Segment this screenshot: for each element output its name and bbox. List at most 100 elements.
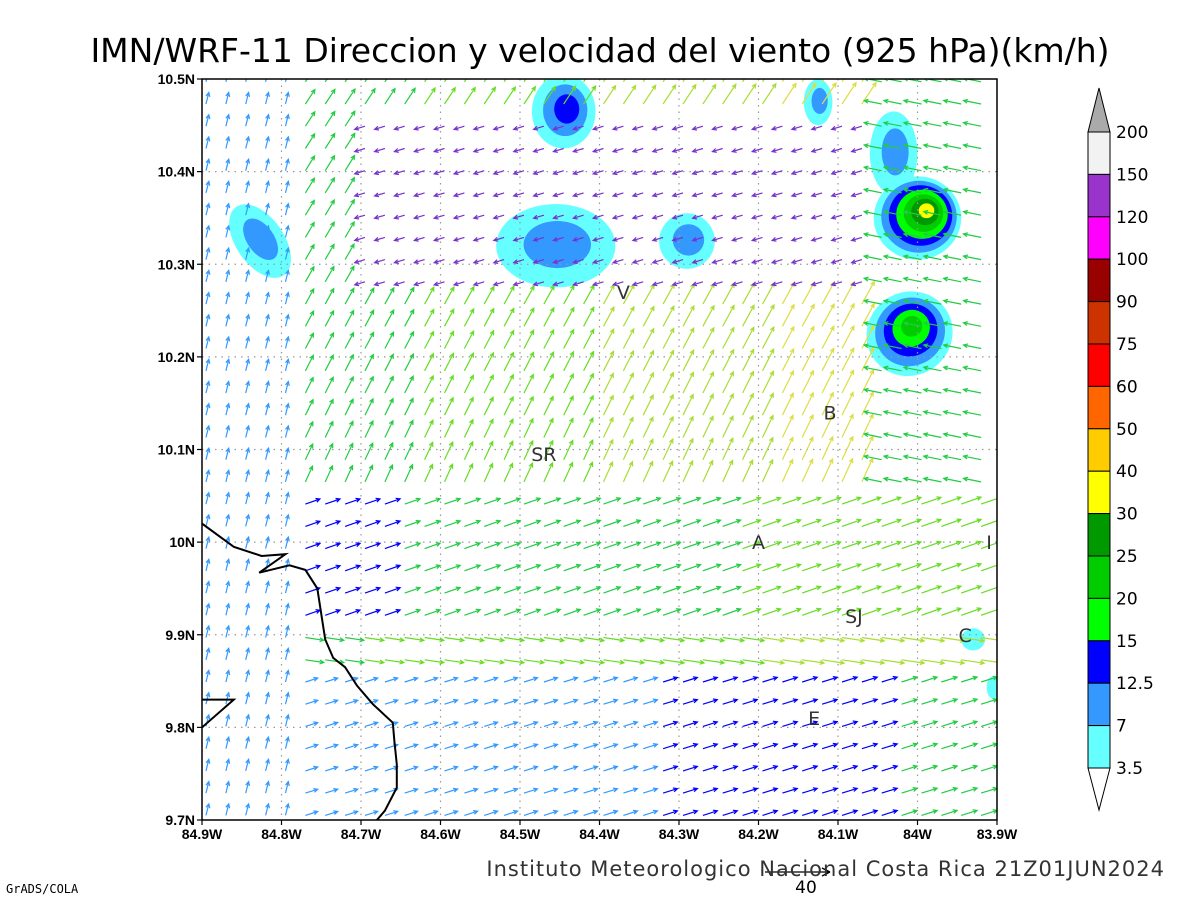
wind-vector	[552, 236, 564, 242]
wind-vector	[901, 540, 923, 550]
wind-vector	[424, 519, 442, 527]
wind-vector	[523, 564, 542, 572]
wind-vector	[284, 802, 290, 816]
wind-vector	[643, 497, 662, 505]
wind-vector	[622, 394, 634, 416]
wind-vector	[623, 636, 646, 643]
wind-vector	[782, 518, 803, 527]
wind-vector	[850, 125, 863, 131]
wind-vector	[682, 519, 702, 527]
wind-vector	[622, 305, 635, 327]
wind-vector	[922, 209, 942, 216]
wind-vector	[324, 376, 334, 394]
wind-vector	[404, 441, 414, 460]
wind-vector	[841, 518, 863, 527]
wind-vector	[841, 391, 854, 416]
colorbar-label: 75	[1116, 335, 1138, 355]
wind-vector	[364, 419, 374, 438]
wind-vector	[730, 214, 743, 220]
wind-vector	[373, 170, 386, 176]
wind-vector	[552, 125, 564, 131]
wind-vector	[750, 259, 763, 264]
wind-vector	[424, 463, 434, 483]
wind-vector	[782, 720, 799, 727]
wind-vector	[225, 602, 231, 616]
wind-vector	[563, 608, 582, 616]
wind-vector	[622, 416, 634, 438]
wind-vector	[603, 698, 619, 705]
wind-vector	[205, 646, 211, 660]
wind-vector	[623, 563, 642, 572]
wind-vector	[762, 787, 779, 794]
wind-vector	[850, 281, 863, 287]
wind-vector	[980, 698, 997, 705]
wind-vector	[862, 276, 882, 283]
wind-vector	[305, 699, 320, 705]
wind-vector	[284, 224, 290, 238]
wind-vector	[304, 332, 315, 349]
wind-vector	[722, 742, 739, 750]
wind-vector	[611, 170, 624, 176]
wind-vector	[902, 410, 922, 416]
wind-vector	[324, 265, 335, 283]
colorbar-label: 15	[1116, 632, 1138, 652]
wind-vector	[671, 236, 684, 242]
wind-vector	[503, 721, 519, 727]
wind-vector	[623, 497, 642, 505]
wind-vector	[344, 497, 362, 505]
wind-vector	[602, 438, 614, 460]
wind-vector	[591, 125, 604, 131]
wind-vector	[943, 79, 962, 83]
wind-vector	[651, 192, 664, 198]
wind-vector	[662, 83, 677, 105]
wind-vector	[702, 437, 714, 460]
wind-vector	[651, 125, 664, 131]
colorbar-label: 25	[1116, 547, 1138, 567]
wind-vector	[802, 607, 823, 616]
shade-ring	[672, 224, 705, 256]
wind-vector	[344, 132, 356, 149]
wind-vector	[961, 786, 979, 794]
wind-vector	[305, 765, 320, 772]
wind-vector	[962, 143, 982, 150]
wind-vector	[364, 497, 382, 505]
wind-vector	[484, 659, 506, 665]
wind-vector	[980, 562, 997, 572]
wind-vector	[711, 214, 723, 220]
colorbar-label: 120	[1116, 208, 1148, 228]
wind-vector	[623, 608, 642, 616]
wind-vector	[384, 636, 406, 643]
wind-vector	[444, 787, 459, 794]
wind-vector	[602, 416, 614, 438]
x-tick-label: 84.7W	[341, 826, 382, 842]
wind-vector	[790, 170, 803, 176]
wind-vector	[962, 476, 982, 483]
wind-vector	[662, 720, 679, 727]
wind-vector	[682, 636, 706, 643]
wind-vector	[770, 259, 783, 264]
wind-vector	[980, 809, 997, 816]
wind-vector	[962, 365, 982, 372]
wind-vector	[643, 765, 659, 772]
wind-vector	[643, 608, 662, 616]
wind-vector	[304, 398, 314, 416]
colorbar-segment	[1087, 682, 1111, 727]
wind-vector	[284, 535, 290, 549]
wind-vector	[862, 365, 882, 372]
wind-vector	[324, 442, 334, 460]
wind-vector	[571, 259, 584, 264]
wind-vector	[444, 721, 459, 727]
wind-vector	[662, 327, 675, 349]
wind-vector	[861, 585, 883, 594]
wind-vector	[404, 636, 426, 643]
wind-vector	[662, 349, 675, 372]
wind-vector	[265, 202, 270, 216]
wind-vector	[810, 236, 823, 242]
wind-vector	[841, 809, 859, 816]
wind-vector	[205, 691, 211, 705]
wind-vector	[503, 285, 515, 305]
wind-vector	[543, 417, 554, 438]
wind-vector	[591, 147, 604, 153]
wind-vector	[941, 607, 963, 616]
wind-vector	[484, 519, 502, 527]
